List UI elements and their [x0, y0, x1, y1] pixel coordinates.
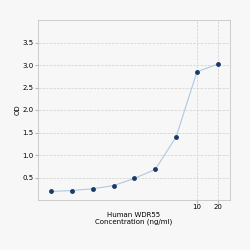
Point: [216, 62, 220, 66]
X-axis label: Human WDR55
Concentration (ng/ml): Human WDR55 Concentration (ng/ml): [95, 212, 172, 225]
Point: [195, 70, 199, 74]
Point: [153, 168, 157, 172]
Point: [112, 184, 116, 188]
Point: [49, 190, 53, 194]
Y-axis label: OD: OD: [15, 105, 21, 115]
Point: [70, 188, 74, 192]
Point: [132, 176, 136, 180]
Point: [174, 135, 178, 139]
Point: [91, 187, 95, 191]
